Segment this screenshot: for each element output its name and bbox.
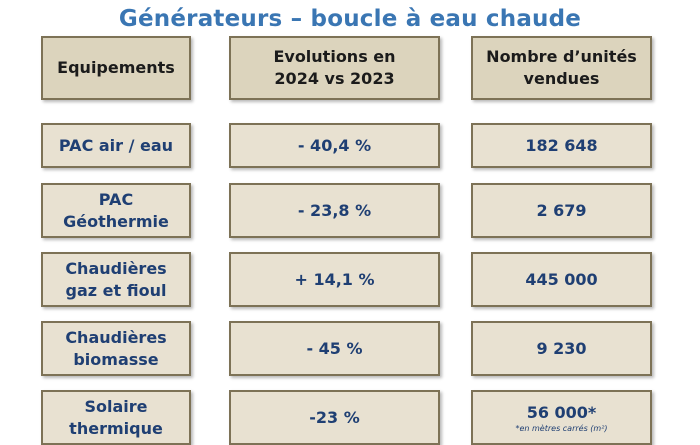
equipment-label-line2: biomasse [73, 349, 159, 369]
header-equipment-label: Equipements [57, 58, 175, 77]
units-cell-pac-air-eau: 182 648 [471, 123, 652, 168]
equipment-label-line2: thermique [69, 418, 163, 438]
units-cell-pac-geothermie: 2 679 [471, 183, 652, 238]
evolution-value: -23 % [309, 407, 360, 427]
units-value: 9 230 [536, 338, 587, 358]
evolution-cell-chaudieres-biomasse: - 45 % [229, 321, 440, 376]
header-evolution-line1: Evolutions en [273, 47, 396, 66]
header-units: Nombre d’unités vendues [471, 36, 652, 100]
header-evolution: Evolutions en 2024 vs 2023 [229, 36, 440, 100]
header-evolution-line2: 2024 vs 2023 [274, 69, 395, 88]
units-value: 182 648 [525, 135, 598, 155]
equipment-label-line1: Chaudières [65, 327, 167, 347]
equipment-cell-pac-geothermie: PAC Géothermie [41, 183, 191, 238]
equipment-cell-pac-air-eau: PAC air / eau [41, 123, 191, 168]
equipment-cell-solaire-thermique: Solaire thermique [41, 390, 191, 445]
equipment-label-line2: gaz et fioul [65, 280, 167, 300]
header-equipment: Equipements [41, 36, 191, 100]
evolution-value: - 23,8 % [297, 200, 372, 220]
equipment-label-line1: Solaire [84, 396, 148, 416]
evolution-cell-solaire-thermique: -23 % [229, 390, 440, 445]
units-cell-solaire-thermique: 56 000* *en mètres carrés (m²) [471, 390, 652, 445]
page-title: Générateurs – boucle à eau chaude [118, 6, 582, 32]
equipment-cell-chaudieres-biomasse: Chaudières biomasse [41, 321, 191, 376]
evolution-cell-pac-geothermie: - 23,8 % [229, 183, 440, 238]
units-value: 445 000 [525, 269, 598, 289]
evolution-value: - 40,4 % [297, 135, 372, 155]
evolution-value: - 45 % [306, 338, 363, 358]
units-footnote: *en mètres carrés (m²) [515, 423, 608, 433]
header-units-line1: Nombre d’unités [486, 47, 637, 66]
header-units-line2: vendues [523, 69, 600, 88]
equipment-label-line1: PAC [98, 189, 134, 209]
evolution-value: + 14,1 % [294, 269, 375, 289]
evolution-cell-chaudieres-gaz-fioul: + 14,1 % [229, 252, 440, 307]
evolution-cell-pac-air-eau: - 40,4 % [229, 123, 440, 168]
equipment-label-line1: Chaudières [65, 258, 167, 278]
units-value: 56 000* [526, 402, 597, 422]
units-cell-chaudieres-gaz-fioul: 445 000 [471, 252, 652, 307]
equipment-label: PAC air / eau [58, 135, 174, 155]
equipment-cell-chaudieres-gaz-fioul: Chaudières gaz et fioul [41, 252, 191, 307]
equipment-label-line2: Géothermie [63, 211, 169, 231]
units-value: 2 679 [536, 200, 587, 220]
units-cell-chaudieres-biomasse: 9 230 [471, 321, 652, 376]
